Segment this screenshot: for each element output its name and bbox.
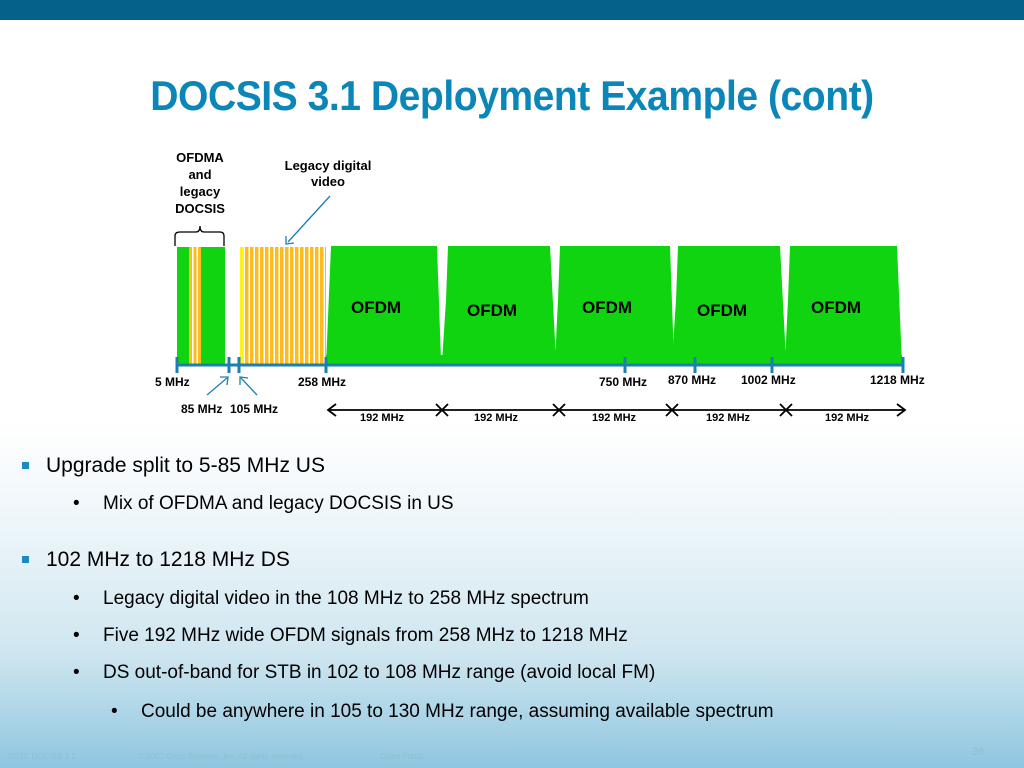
bullet-text: 102 MHz to 1218 MHz DS [46, 548, 290, 571]
bullet-item-1: Upgrade split to 5-85 MHz US [22, 454, 325, 478]
square-bullet-icon [22, 462, 29, 469]
span-arrows [326, 403, 907, 417]
dot-bullet-icon: • [73, 662, 80, 683]
square-bullet-icon [22, 556, 29, 563]
ofdm-label-5: OFDM [811, 298, 862, 317]
callout-upstream-line: DOCSIS [175, 201, 225, 216]
bullet-text: DS out-of-band for STB in 102 to 108 MHz… [103, 662, 656, 683]
callout-legacy-line: video [311, 174, 345, 189]
ofdm-blocks [326, 246, 902, 365]
ofdm-label-3: OFDM [582, 298, 633, 317]
span-label-5: 192 MHz [825, 412, 870, 424]
bullet-text: Five 192 MHz wide OFDM signals from 258 … [103, 625, 628, 646]
bullet-text: Upgrade split to 5-85 MHz US [46, 454, 325, 477]
callout-legacy-line: Legacy digital [284, 158, 372, 173]
span-label-3: 192 MHz [592, 412, 637, 424]
callout-upstream-line: legacy [179, 184, 221, 199]
sub-sub-bullet-item: • Could be anywhere in 105 to 130 MHz ra… [111, 701, 774, 723]
sub-bullet-item: • Mix of OFDMA and legacy DOCSIS in US [73, 493, 454, 515]
tick-5mhz: 5 MHz [155, 375, 190, 389]
callout-upstream: OFDMA and legacy DOCSIS [160, 149, 240, 217]
tick-750mhz: 750 MHz [599, 375, 648, 389]
footer-left: SCTE DOCSIS 3.1 [8, 752, 76, 761]
footer-copyright: © 2007 Cisco Systems, Inc. All rights re… [138, 752, 305, 761]
span-label-4: 192 MHz [706, 412, 751, 424]
span-label-1: 192 MHz [360, 412, 405, 424]
callout-upstream-line: OFDMA [176, 150, 224, 165]
spectrum-graphic [174, 195, 907, 417]
bullet-text: Could be anywhere in 105 to 130 MHz rang… [141, 701, 774, 722]
tick-105mhz: 105 MHz [230, 402, 279, 416]
sub-bullet-item: • DS out-of-band for STB in 102 to 108 M… [73, 662, 656, 684]
upstream-band [177, 247, 225, 365]
tick-870mhz: 870 MHz [668, 373, 717, 387]
sub-bullet-item: • Legacy digital video in the 108 MHz to… [73, 588, 589, 610]
footer-classification: Cisco Public [380, 752, 425, 761]
tick-1218mhz: 1218 MHz [870, 373, 925, 387]
tick-1002mhz: 1002 MHz [741, 373, 796, 387]
bullet-text: Legacy digital video in the 108 MHz to 2… [103, 588, 589, 609]
tick-85mhz: 85 MHz [181, 402, 223, 416]
frequency-axis [175, 357, 905, 373]
callout-legacy-video: Legacy digital video [268, 158, 388, 190]
ofdm-label-1: OFDM [351, 298, 402, 317]
span-label-2: 192 MHz [474, 412, 519, 424]
bullet-item-2: 102 MHz to 1218 MHz DS [22, 548, 290, 572]
upstream-bracket [174, 225, 225, 246]
tick-258mhz: 258 MHz [298, 375, 347, 389]
dot-bullet-icon: • [73, 588, 80, 609]
dot-bullet-icon: • [73, 625, 80, 646]
dot-bullet-icon: • [111, 701, 118, 722]
ofdm-label-4: OFDM [697, 301, 748, 320]
spectrum-diagram: OFDMA and legacy DOCSIS Legacy digital v… [155, 149, 925, 424]
bullet-text: Mix of OFDMA and legacy DOCSIS in US [103, 493, 454, 514]
header-bar [0, 0, 1024, 20]
sub-bullet-item: • Five 192 MHz wide OFDM signals from 25… [73, 625, 628, 647]
legacy-video-band [240, 247, 326, 365]
dot-bullet-icon: • [73, 493, 80, 514]
ofdm-label-2: OFDM [467, 301, 518, 320]
callout-upstream-line: and [188, 167, 212, 182]
slide-title: DOCSIS 3.1 Deployment Example (cont) [150, 72, 874, 119]
page-number: 36 [972, 746, 985, 758]
